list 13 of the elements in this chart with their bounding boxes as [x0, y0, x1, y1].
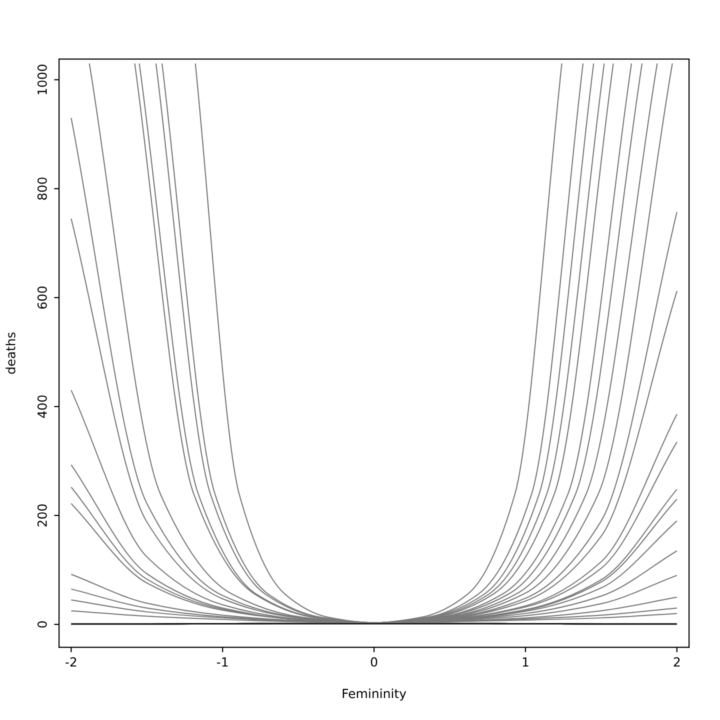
y-tick-label: 800 [37, 178, 47, 200]
x-axis-title: Femininity [342, 688, 406, 701]
x-tick-label: 0 [370, 657, 378, 667]
x-tick-label: -1 [216, 657, 228, 666]
y-tick-label: 0 [37, 621, 47, 628]
y-tick-label: 200 [37, 504, 47, 526]
y-axis-title: deaths [6, 332, 16, 374]
y-tick-label: 400 [37, 395, 47, 418]
x-tick-label: 2 [674, 657, 680, 666]
y-tick-label: 1000 [37, 64, 47, 94]
x-tick-label: 1 [522, 657, 528, 666]
x-tick-label: -2 [66, 657, 76, 666]
y-tick-label: 600 [37, 286, 47, 309]
